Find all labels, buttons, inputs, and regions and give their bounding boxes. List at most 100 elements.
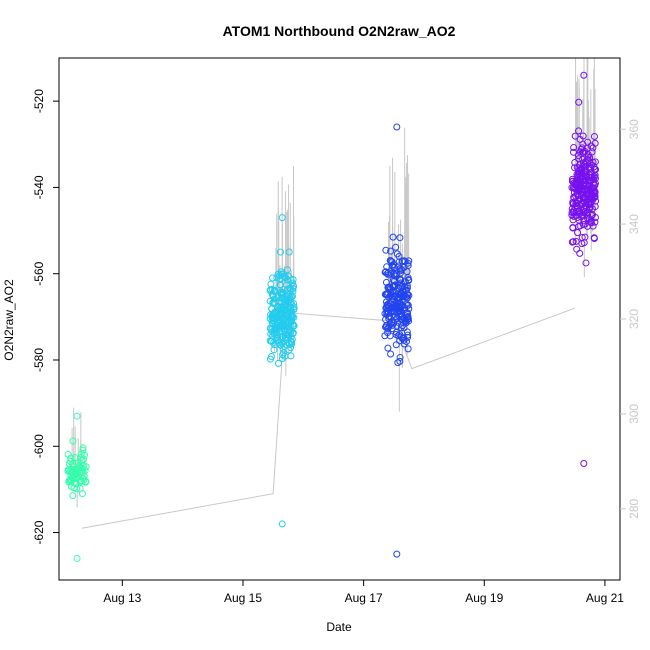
y2-tick-label: 340: [627, 214, 641, 234]
data-point: [285, 341, 293, 349]
data-point: [386, 292, 394, 300]
data-point: [397, 324, 405, 332]
data-point: [576, 207, 584, 215]
data-point: [573, 245, 581, 253]
data-point: [403, 294, 411, 302]
y2-tick-label: 300: [627, 404, 641, 424]
data-point: [80, 451, 88, 459]
data-point: [590, 235, 598, 243]
data-point: [278, 214, 286, 222]
chart-title: ATOM1 Northbound O2N2raw_AO2: [223, 23, 456, 39]
data-point: [278, 327, 286, 335]
data-point: [578, 144, 586, 152]
data-point: [382, 268, 390, 276]
data-point: [584, 151, 592, 159]
data-point: [278, 323, 286, 331]
data-point: [79, 446, 87, 454]
data-point: [575, 164, 583, 172]
data-point: [287, 344, 295, 352]
data-point: [277, 270, 285, 278]
data-point: [69, 492, 77, 500]
data-point: [278, 520, 286, 528]
data-point: [586, 189, 594, 197]
data-point: [387, 247, 395, 255]
data-point: [381, 332, 389, 340]
y2-tick-label: 280: [627, 498, 641, 518]
data-point: [590, 194, 598, 202]
data-point: [570, 144, 578, 152]
data-point: [287, 286, 295, 294]
data-point: [383, 310, 391, 318]
data-point: [279, 351, 287, 359]
data-point: [404, 309, 412, 317]
data-point: [64, 451, 72, 459]
data-point: [69, 437, 77, 445]
data-point: [584, 211, 592, 219]
y-axis: -620 -600 -580 -560 -540 -520: [32, 89, 59, 545]
data-point: [281, 298, 289, 306]
data-point: [285, 303, 293, 311]
secondary-series: [71, 58, 596, 529]
data-point: [590, 132, 598, 140]
y-tick-label: -560: [32, 261, 46, 285]
data-point: [591, 189, 599, 197]
data-point: [270, 338, 278, 346]
data-point: [393, 314, 401, 322]
x-tick-label: Aug 13: [103, 591, 141, 605]
data-point: [77, 450, 85, 458]
data-point: [401, 317, 409, 325]
data-point: [274, 333, 282, 341]
data-point: [73, 412, 81, 420]
data-point: [286, 299, 294, 307]
data-point: [394, 359, 402, 367]
data-point: [568, 238, 576, 246]
data-point: [388, 258, 396, 266]
data-point: [70, 484, 78, 492]
data-point: [388, 325, 396, 333]
y-tick-label: -600: [32, 434, 46, 458]
x-axis: Aug 13 Aug 15 Aug 17 Aug 19 Aug 21: [103, 580, 624, 605]
data-point: [64, 467, 72, 475]
scatter-points: [64, 71, 600, 562]
data-point: [283, 311, 291, 319]
data-point: [281, 315, 289, 323]
data-point: [82, 477, 90, 485]
data-point: [387, 350, 395, 358]
data-point: [581, 160, 589, 168]
data-point: [592, 197, 600, 205]
data-point: [290, 299, 298, 307]
secondary-line: [81, 307, 575, 529]
data-point: [67, 475, 75, 483]
data-point: [569, 148, 577, 156]
data-point: [587, 219, 595, 227]
data-point: [575, 155, 583, 163]
data-point: [289, 287, 297, 295]
data-point: [572, 208, 580, 216]
data-point: [396, 357, 404, 365]
data-point: [287, 352, 295, 360]
y-tick-label: -580: [32, 348, 46, 372]
data-point: [572, 211, 580, 219]
data-point: [382, 278, 390, 286]
data-point: [277, 291, 285, 299]
data-point: [285, 248, 293, 256]
data-point: [580, 460, 588, 468]
data-point: [392, 341, 400, 349]
data-point: [80, 462, 88, 470]
data-point: [585, 215, 593, 223]
data-point: [270, 298, 278, 306]
data-point: [288, 338, 296, 346]
data-point: [582, 173, 590, 181]
data-point: [398, 302, 406, 310]
y2-tick-label: 360: [627, 119, 641, 139]
data-point: [585, 165, 593, 173]
data-point: [284, 292, 292, 300]
data-point: [384, 344, 392, 352]
data-point: [271, 287, 279, 295]
data-point: [393, 550, 401, 558]
data-point: [576, 222, 584, 230]
data-point: [290, 305, 298, 313]
data-point: [389, 283, 397, 291]
data-point: [404, 345, 412, 353]
data-point: [590, 174, 598, 182]
